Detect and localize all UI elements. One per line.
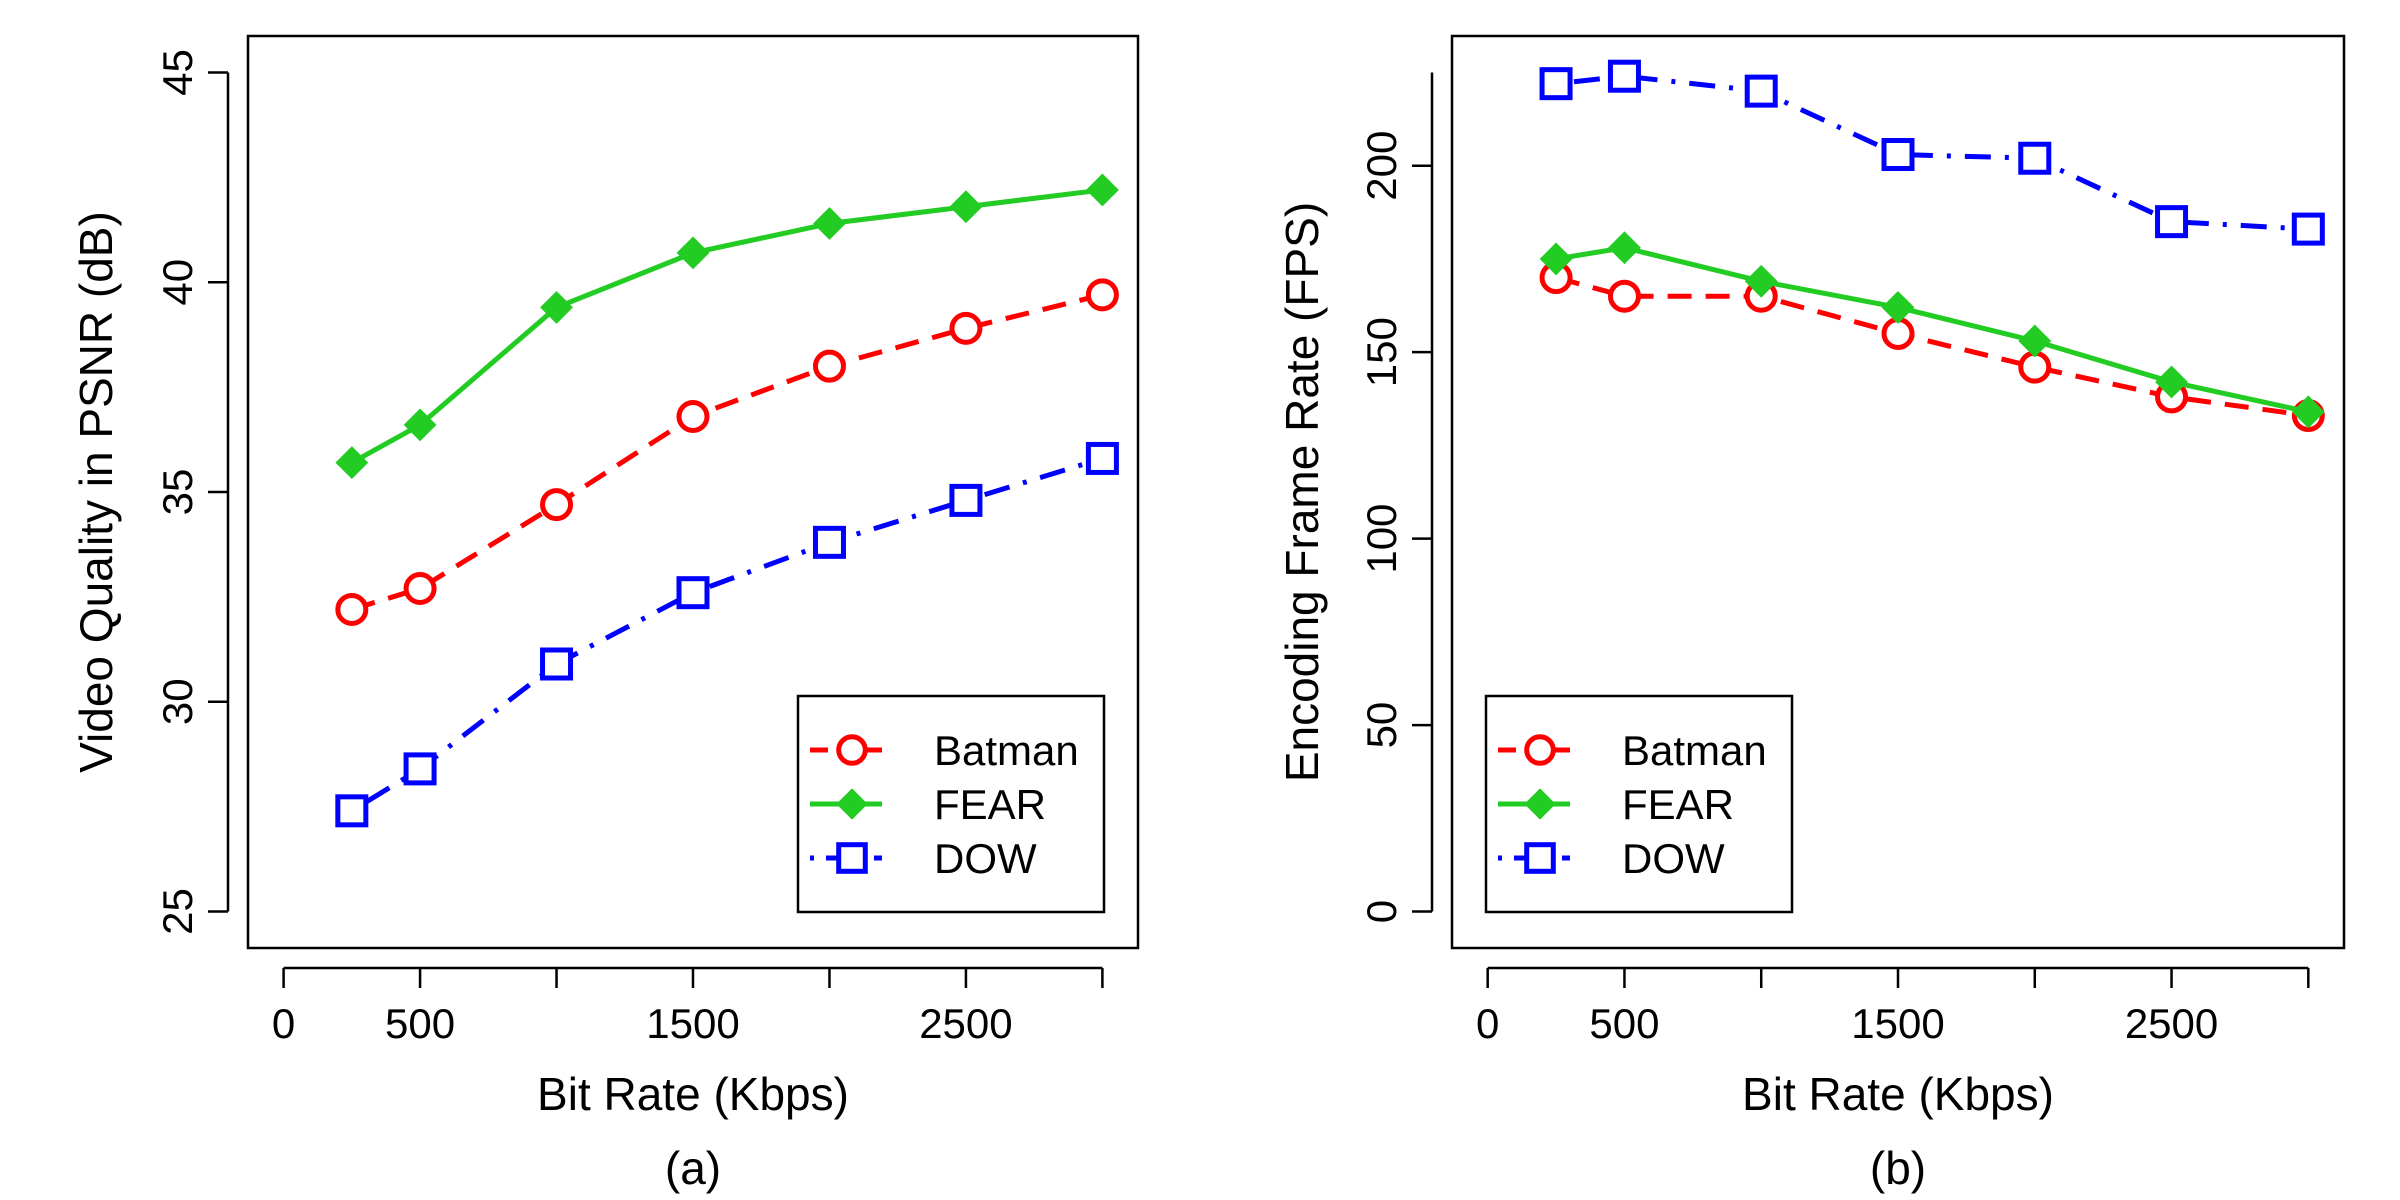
y-tick-label: 100 <box>1358 504 1405 574</box>
series-batman <box>335 278 1119 626</box>
data-point-fear <box>1539 242 1573 276</box>
x-tick-label: 2500 <box>919 1000 1012 1047</box>
panel-caption: (b) <box>1870 1142 1926 1194</box>
data-point-batman <box>1085 278 1119 312</box>
data-point-dow <box>1744 74 1778 108</box>
legend-marker-batman <box>836 734 868 766</box>
data-point-dow <box>540 647 574 681</box>
data-point-batman <box>676 399 710 433</box>
data-point-fear <box>540 290 573 324</box>
data-point-dow <box>812 525 846 559</box>
panel-a-psnr-chart: 0 500 1500 2500 Bit Rate (Kbps) (a) 25 30 35 40 45… <box>70 34 1140 1194</box>
data-point-fear <box>2291 395 2325 429</box>
y-tick-label: 40 <box>154 259 201 306</box>
x-tick-label: 1500 <box>646 1000 739 1047</box>
plot-frame <box>246 34 1140 950</box>
x-tick-label: 0 <box>272 1000 295 1047</box>
data-point-dow <box>2291 212 2325 246</box>
y-axis: 0 50 100 150 200 Encoding Frame Rate (FPS) <box>1276 72 1434 923</box>
x-tick-label: 500 <box>385 1000 455 1047</box>
series-batman <box>1539 261 2325 433</box>
plot-frame <box>1450 34 2346 950</box>
x-tick-label: 0 <box>1476 1000 1499 1047</box>
data-point-batman <box>403 571 437 605</box>
data-point-fear <box>949 190 983 224</box>
legend-marker-dow <box>836 842 868 874</box>
data-point-dow <box>949 483 983 517</box>
series-line-batman <box>351 292 1103 612</box>
data-point-fear <box>1881 290 1915 324</box>
y-tick-label: 25 <box>154 888 201 935</box>
legend-marker-fear <box>836 788 868 820</box>
legend-marker-fear <box>1524 788 1556 820</box>
legend-marker-batman <box>1524 734 1556 766</box>
data-point-dow <box>335 794 369 828</box>
data-point-dow <box>1881 138 1915 172</box>
y-tick-label: 35 <box>154 469 201 516</box>
x-axis-title: Bit Rate (Kbps) <box>1742 1068 2054 1120</box>
data-point-batman <box>335 592 369 626</box>
series-fear <box>1539 231 2325 429</box>
y-tick-label: 30 <box>154 678 201 725</box>
x-tick-label: 1500 <box>1851 1000 1944 1047</box>
y-tick-label: 200 <box>1358 131 1405 201</box>
y-axis-title: Encoding Frame Rate (FPS) <box>1276 202 1328 782</box>
data-point-dow <box>1085 441 1119 475</box>
legend: Batman FEAR DOW <box>1484 694 1794 914</box>
data-point-batman <box>949 311 983 345</box>
series-dow <box>335 441 1119 828</box>
y-axis-title: Video Quality in PSNR (dB) <box>70 211 122 773</box>
data-point-fear <box>813 207 846 240</box>
data-point-fear <box>335 446 369 480</box>
data-point-batman <box>1607 279 1641 313</box>
panel-b-fps-chart: 0 500 1500 2500 Bit Rate (Kbps) (b) 0 50 100 150 2… <box>1276 34 2346 1194</box>
x-axis: 0 500 1500 2500 Bit Rate (Kbps) <box>272 966 1104 1120</box>
series-dow <box>1539 59 2325 246</box>
data-point-dow <box>676 576 710 610</box>
data-point-fear <box>2155 365 2188 399</box>
data-point-dow <box>1607 59 1641 93</box>
series-line-fear <box>1555 245 2309 415</box>
data-point-fear <box>2018 324 2052 358</box>
series-line-batman <box>1555 275 2309 419</box>
series-line-dow <box>1555 73 2309 232</box>
data-point-fear <box>1085 173 1119 207</box>
legend-marker-dow <box>1524 842 1556 874</box>
legend-label-batman: Batman <box>934 727 1079 774</box>
legend-label-dow: DOW <box>934 835 1037 882</box>
data-point-fear <box>403 408 437 442</box>
data-point-dow <box>2155 205 2189 239</box>
data-point-fear <box>1744 264 1778 298</box>
y-axis: 25 30 35 40 45 Video Quality in PSNR (dB) <box>70 49 230 935</box>
x-axis-title: Bit Rate (Kbps) <box>537 1068 849 1120</box>
data-point-fear <box>1608 231 1641 265</box>
y-tick-label: 45 <box>154 49 201 96</box>
legend-label-dow: DOW <box>1622 835 1725 882</box>
legend-label-batman: Batman <box>1622 727 1767 774</box>
panel-caption: (a) <box>665 1142 721 1194</box>
x-axis: 0 500 1500 2500 Bit Rate (Kbps) <box>1476 966 2310 1120</box>
series-line-fear <box>350 187 1103 465</box>
x-tick-label: 2500 <box>2125 1000 2218 1047</box>
legend: Batman FEAR DOW <box>796 694 1106 914</box>
data-point-batman <box>812 349 846 383</box>
data-point-fear <box>676 236 710 270</box>
y-tick-label: 50 <box>1358 702 1405 749</box>
legend-label-fear: FEAR <box>1622 781 1734 828</box>
legend-label-fear: FEAR <box>934 781 1046 828</box>
series-fear <box>335 173 1119 480</box>
data-point-dow <box>403 752 437 786</box>
data-point-dow <box>1539 67 1573 101</box>
y-tick-label: 0 <box>1358 900 1405 923</box>
x-tick-label: 500 <box>1589 1000 1659 1047</box>
y-tick-label: 150 <box>1358 317 1405 387</box>
data-point-dow <box>2018 141 2052 175</box>
data-point-batman <box>540 488 574 522</box>
